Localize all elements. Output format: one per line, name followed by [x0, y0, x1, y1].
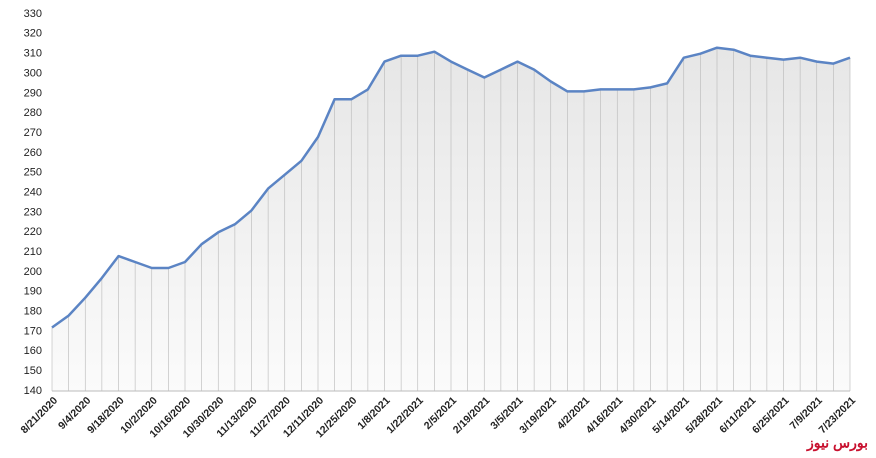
y-tick-label: 180: [24, 306, 42, 318]
y-tick-label: 310: [24, 48, 42, 60]
watermark: بورس نیوز: [806, 435, 868, 452]
y-tick-label: 170: [24, 325, 42, 337]
line: [51, 46, 851, 329]
y-tick-label: 150: [24, 365, 42, 377]
y-tick-label: 160: [24, 345, 42, 357]
y-tick-label: 210: [24, 246, 42, 258]
x-tick-label: 7/23/2021: [817, 394, 859, 436]
y-tick-label: 230: [24, 206, 42, 218]
x-tick-label: 6/25/2021: [750, 394, 792, 436]
y-tick-label: 200: [24, 266, 42, 278]
x-tick-label: 1/22/2021: [384, 394, 426, 436]
y-tick-label: 250: [24, 167, 42, 179]
y-tick-label: 330: [24, 8, 42, 20]
x-tick-label: 8/21/2020: [19, 394, 61, 436]
y-tick-label: 290: [24, 87, 42, 99]
x-tick-label: 3/19/2021: [517, 394, 559, 436]
y-tick-label: 190: [24, 286, 42, 298]
x-tick-label: 2/19/2021: [451, 394, 493, 436]
y-tick-label: 260: [24, 147, 42, 159]
y-tick-label: 300: [24, 67, 42, 79]
y-tick-label: 320: [24, 28, 42, 40]
y-tick-label: 270: [24, 127, 42, 139]
y-tick-label: 140: [24, 385, 42, 397]
y-tick-label: 220: [24, 226, 42, 238]
y-tick-label: 240: [24, 186, 42, 198]
y-tick-label: 280: [24, 107, 42, 119]
